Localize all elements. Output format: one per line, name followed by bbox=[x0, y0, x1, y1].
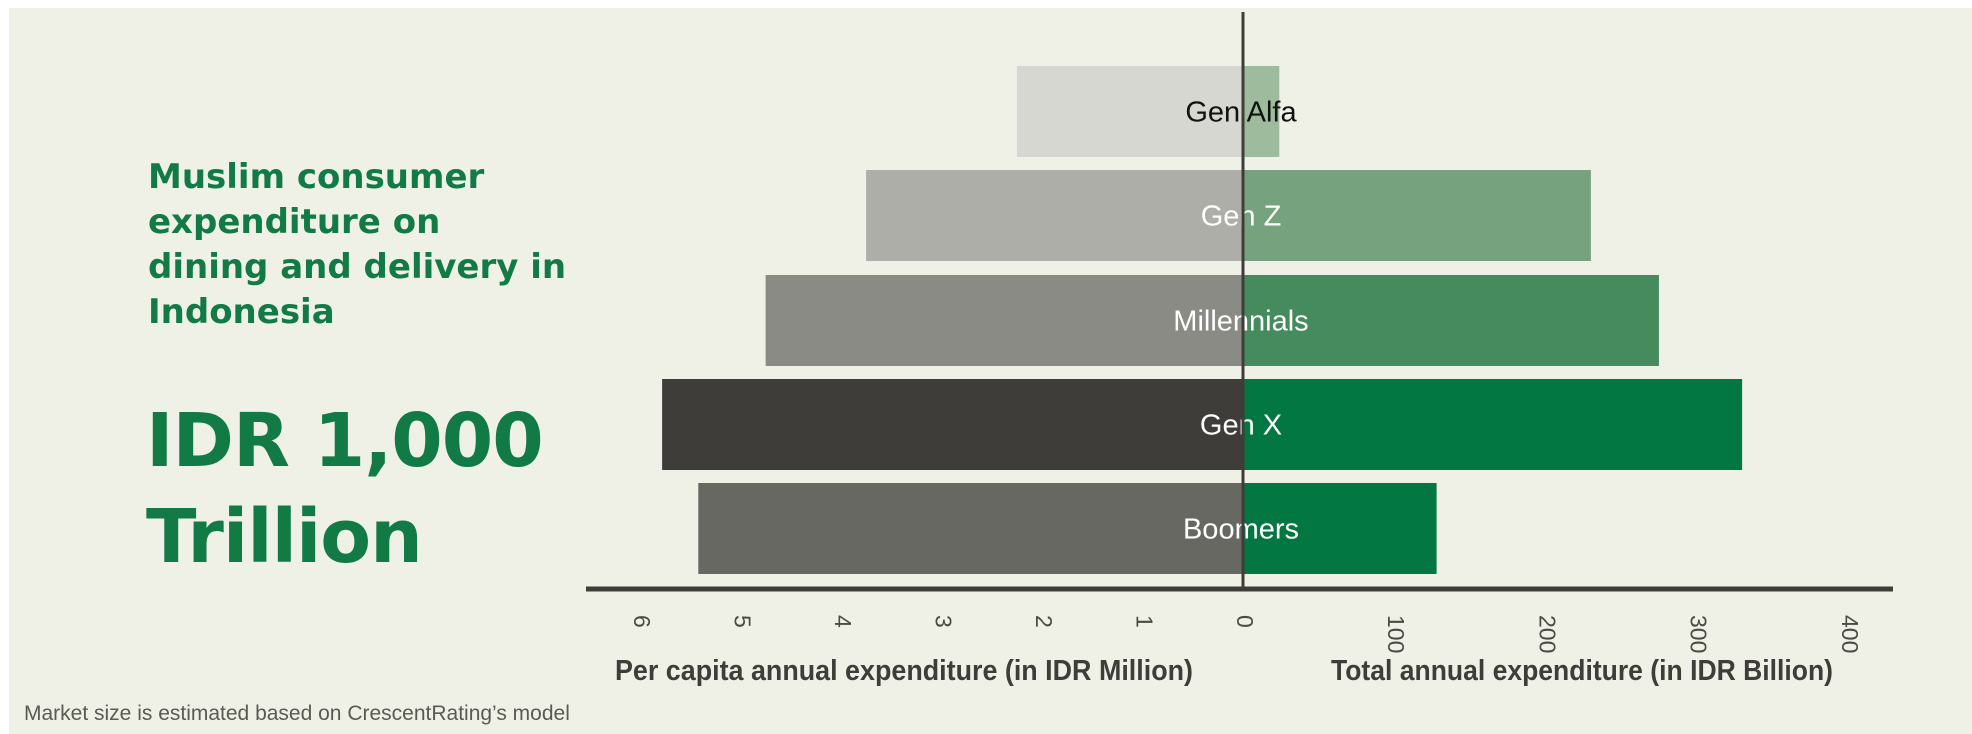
right-tick-300: 300 bbox=[1686, 615, 1712, 653]
right-bar-millennials bbox=[1243, 275, 1659, 366]
left-bar-gen-z bbox=[866, 170, 1243, 261]
left-axis-title: Per capita annual expenditure (in IDR Mi… bbox=[615, 655, 1193, 687]
right-bars bbox=[1243, 66, 1743, 574]
right-bar-gen-z bbox=[1243, 170, 1591, 261]
category-labels: Gen Alfa Gen Z Millennials Gen X Boomers bbox=[1173, 97, 1308, 546]
right-bar-gen-x bbox=[1243, 379, 1743, 470]
right-tick-400: 400 bbox=[1837, 615, 1863, 653]
tick-labels: 6 5 4 3 2 1 0 100 200 300 400 bbox=[629, 615, 1863, 653]
right-tick-100: 100 bbox=[1383, 615, 1409, 653]
left-tick-3: 3 bbox=[930, 615, 956, 628]
left-tick-4: 4 bbox=[830, 615, 856, 628]
category-label-gen-alfa: Gen Alfa bbox=[1185, 97, 1297, 129]
right-bar-gen-alfa bbox=[1243, 66, 1280, 157]
right-axis-title: Total annual expenditure (in IDR Billion… bbox=[1331, 655, 1833, 687]
chart-title: Muslim consumer expenditure on dining an… bbox=[148, 157, 567, 332]
left-bar-gen-alfa bbox=[1016, 66, 1243, 157]
left-tick-1: 1 bbox=[1131, 615, 1157, 628]
background-panel bbox=[9, 8, 1972, 734]
left-bar-boomers bbox=[698, 483, 1243, 574]
category-label-boomers: Boomers bbox=[1183, 514, 1299, 546]
category-label-millennials: Millennials bbox=[1173, 306, 1308, 338]
right-tick-200: 200 bbox=[1534, 615, 1560, 653]
category-label-gen-x: Gen X bbox=[1200, 410, 1282, 442]
left-tick-0: 0 bbox=[1232, 615, 1258, 628]
left-bar-gen-x bbox=[662, 379, 1243, 470]
market-size-value: IDR 1,000 Trillion bbox=[146, 398, 544, 580]
left-tick-2: 2 bbox=[1031, 615, 1057, 628]
left-tick-5: 5 bbox=[729, 615, 755, 628]
right-bar-boomers bbox=[1243, 483, 1437, 574]
category-label-gen-z: Gen Z bbox=[1201, 201, 1282, 233]
footnote: Market size is estimated based on Cresce… bbox=[24, 702, 570, 725]
left-tick-6: 6 bbox=[629, 615, 655, 628]
left-bar-millennials bbox=[765, 275, 1243, 366]
left-bars bbox=[662, 66, 1243, 574]
